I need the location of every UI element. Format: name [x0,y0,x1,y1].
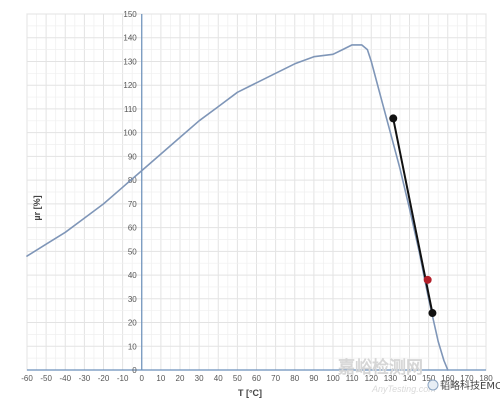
y-tick-label: 60 [128,224,137,233]
x-tick-label: 70 [271,374,280,383]
x-tick-label: 60 [252,374,261,383]
y-tick-label: 50 [128,247,137,256]
y-tick-label: 120 [123,81,137,90]
chart-axes [27,14,486,371]
y-tick-label: 30 [128,295,137,304]
chart-grid [26,13,487,371]
x-tick-label: 160 [441,374,455,383]
watermark-en-text: AnyTesting.com [371,384,436,394]
data-point-marker [423,275,432,284]
x-tick-label: 10 [156,374,165,383]
watermark-logo-icon [427,379,439,391]
y-tick-label: 150 [123,10,137,19]
x-tick-label: 80 [290,374,299,383]
x-tick-label: 90 [309,374,318,383]
x-tick-label: 100 [326,374,340,383]
x-tick-label: 110 [346,374,359,383]
x-axis-ticks: -60 -50 -40 -30 -20 -10 0 10 20 30 40 50 60 70 80 90 100… [21,374,493,383]
y-tick-label: 110 [124,105,137,114]
x-tick-label: -20 [98,374,110,383]
y-tick-label: 20 [128,319,137,328]
y-tick-label: 40 [128,271,137,280]
x-tick-label: -40 [59,374,71,383]
chart-markers [389,114,437,318]
watermark: 嘉峪检测网 AnyTesting.com 韬略科技EMC [337,357,500,394]
x-tick-label: 180 [479,374,493,383]
x-tick-label: 40 [214,374,223,383]
y-axis-title: µr [%] [32,195,42,220]
y-tick-label: 90 [128,152,137,161]
data-point-marker [389,114,398,123]
y-tick-label: 130 [123,57,137,66]
x-tick-label: -10 [117,374,129,383]
x-tick-label: -30 [79,374,91,383]
y-tick-label: 80 [128,176,137,185]
x-axis-title: T [°C] [238,388,262,398]
x-tick-label: 150 [422,374,436,383]
x-tick-label: -60 [21,374,33,383]
y-tick-label: 100 [123,129,137,138]
data-point-marker [428,309,437,318]
x-tick-label: 140 [403,374,417,383]
x-tick-label: 170 [460,374,474,383]
y-tick-label: 0 [132,366,137,375]
x-tick-label: 0 [140,374,145,383]
x-tick-label: 130 [384,374,398,383]
y-tick-label: 70 [128,200,137,209]
watermark-logo-text: 韬略科技EMC [440,379,500,392]
x-tick-label: 20 [176,374,185,383]
x-tick-label: -50 [40,374,52,383]
x-tick-label: 50 [233,374,242,383]
y-tick-label: 10 [128,342,137,351]
y-tick-label: 140 [123,34,137,43]
series-line-permeability [26,44,449,371]
x-tick-label: 120 [365,374,379,383]
watermark-cn-text: 嘉峪检测网 [337,357,423,378]
y-axis-ticks: 0 10 20 30 40 50 60 70 80 90 100 110 120 130 140 150 [123,10,137,375]
x-tick-label: 30 [195,374,204,383]
